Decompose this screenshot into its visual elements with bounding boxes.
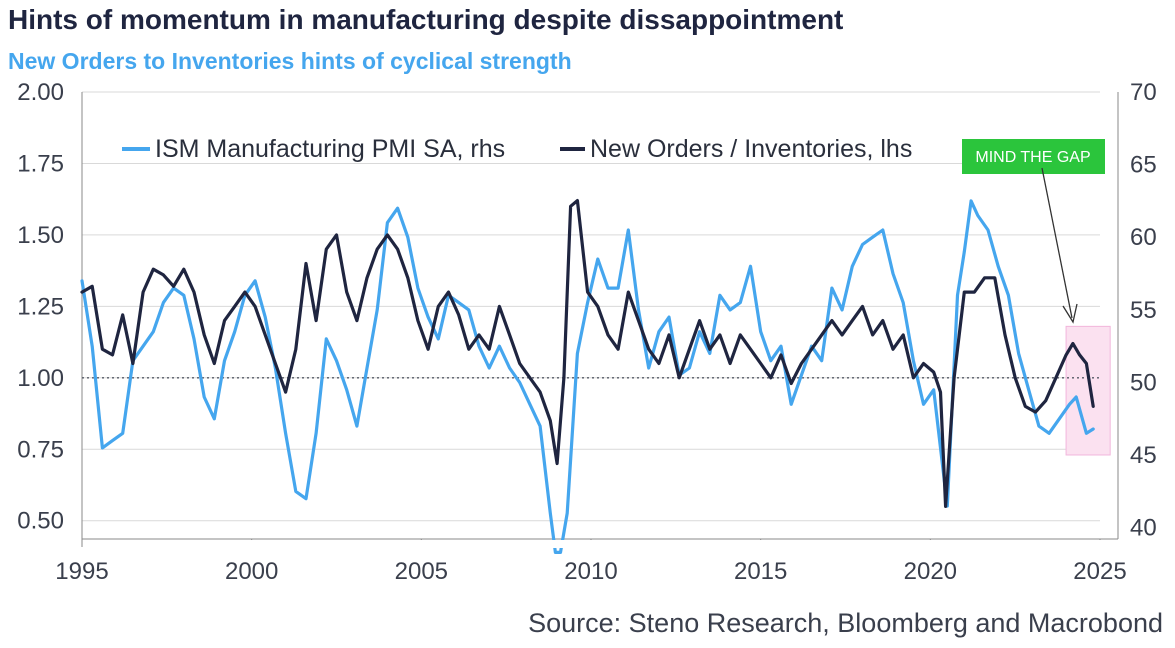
left-tick-label: 2.00 [17,79,64,106]
left-tick-label: 0.50 [17,508,64,535]
callout-box [962,139,1105,174]
x-tick-label: 2005 [395,558,448,585]
chart-subtitle: New Orders to Inventories hints of cycli… [8,48,572,74]
x-tick-label: 2010 [564,558,617,585]
series-line-ism-pmi [80,199,1095,555]
left-tick-label: 1.50 [17,222,64,249]
right-tick-label: 70 [1130,79,1157,106]
callout-text: MIND THE GAP [975,149,1090,166]
left-tick-label: 1.25 [17,293,64,320]
left-tick-label: 1.00 [17,365,64,392]
right-tick-label: 60 [1130,224,1157,251]
chart-source: Source: Steno Research, Bloomberg and Ma… [528,608,1163,638]
callout-arrow-head [1062,303,1078,324]
right-tick-label: 45 [1130,442,1157,469]
x-tick-label: 1995 [55,558,108,585]
callout-arrow-line [1041,167,1073,319]
series-line-new-orders-inventories [80,199,1095,508]
x-tick-label: 2020 [904,558,957,585]
x-tick-label: 2000 [225,558,278,585]
left-tick-label: 1.75 [17,150,64,177]
right-tick-label: 50 [1130,369,1157,396]
chart-title: Hints of momentum in manufacturing despi… [8,4,844,35]
left-tick-label: 0.75 [17,436,64,463]
right-tick-label: 40 [1130,515,1157,542]
right-tick-label: 65 [1130,152,1157,179]
x-tick-label: 2015 [734,558,787,585]
right-tick-label: 55 [1130,297,1157,324]
x-tick-label: 2025 [1073,558,1126,585]
axis-mask [83,540,1117,548]
legend-label-ism-pmi: ISM Manufacturing PMI SA, rhs [155,135,505,163]
legend-label-new-orders-inventories: New Orders / Inventories, lhs [590,135,912,163]
